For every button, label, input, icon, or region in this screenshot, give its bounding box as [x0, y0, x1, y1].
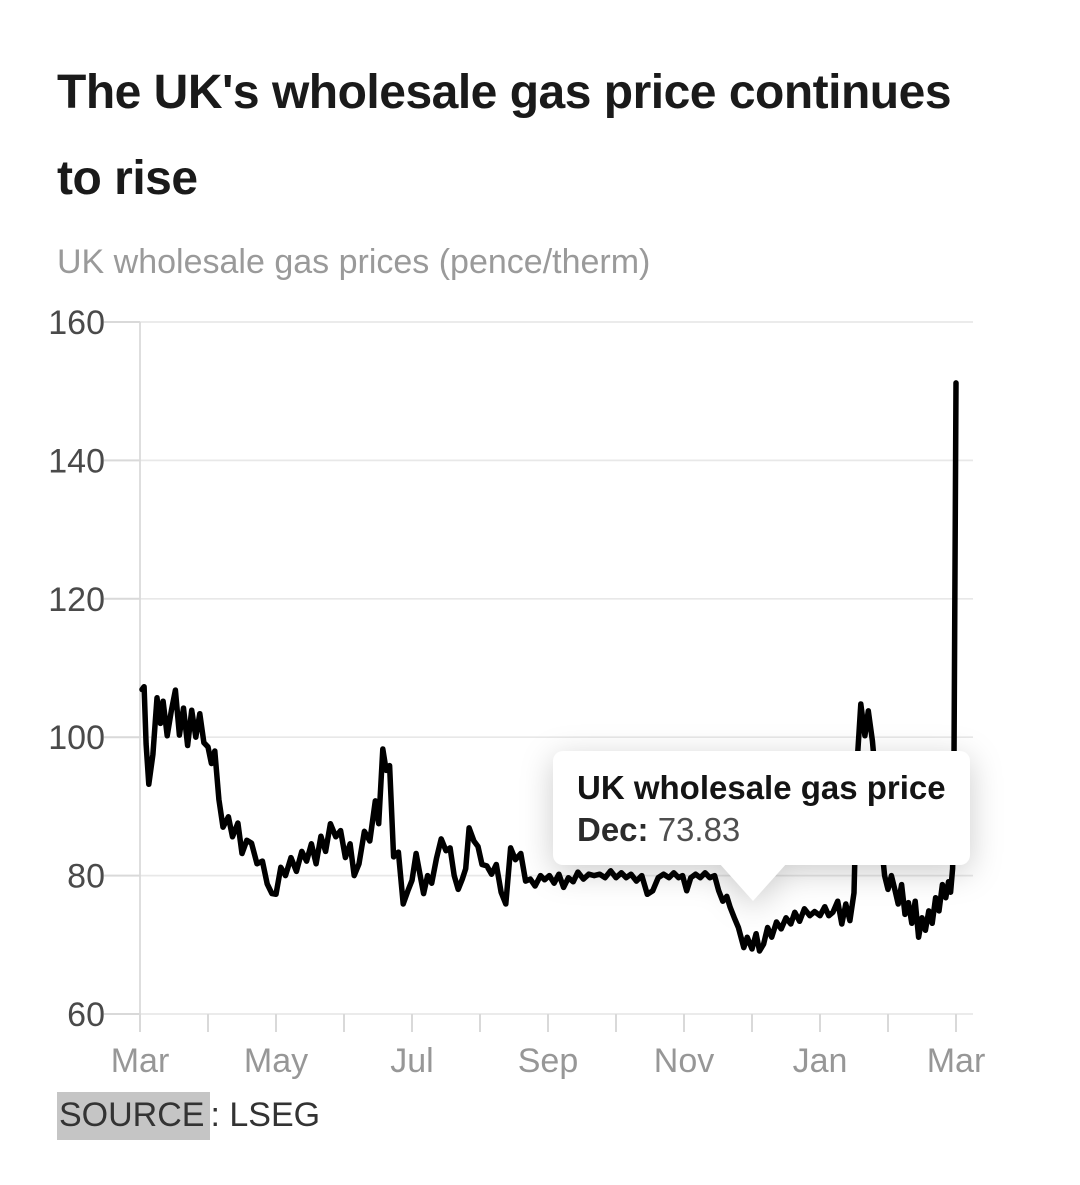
- tooltip-box: UK wholesale gas price Dec: 73.83: [553, 751, 970, 865]
- gas-price-chart[interactable]: 60 80 100 120 140 160 Mar May Jul Sep Nov Jan Mar UK…: [0, 300, 1080, 1090]
- tooltip-month-label: Dec:: [577, 811, 649, 848]
- y-axis-label-80: 80: [67, 858, 105, 896]
- y-axis-label-140: 140: [48, 442, 105, 480]
- chart-subtitle: UK wholesale gas prices (pence/therm): [57, 243, 651, 281]
- y-axis-label-120: 120: [48, 581, 105, 619]
- x-axis-label-1: May: [244, 1042, 308, 1080]
- y-axis-label-60: 60: [67, 996, 105, 1034]
- y-axis-label-100: 100: [48, 719, 105, 757]
- x-axis-label-6: Mar: [927, 1042, 986, 1080]
- source-attribution: SOURCE: LSEG: [57, 1092, 321, 1140]
- x-axis-label-0: Mar: [111, 1042, 170, 1080]
- x-axis-label-4: Nov: [654, 1042, 714, 1080]
- x-axis-label-2: Jul: [390, 1042, 433, 1080]
- tooltip-value-line: Dec: 73.83: [577, 809, 946, 851]
- chart-tooltip: UK wholesale gas price Dec: 73.83: [553, 751, 970, 901]
- source-name: : LSEG: [210, 1096, 321, 1134]
- page-title-line-2: to rise: [57, 152, 198, 205]
- page-title: The UK's wholesale gas price continues t…: [57, 50, 1047, 222]
- source-label: SOURCE: [57, 1092, 211, 1140]
- gas-price-line-chart[interactable]: 60 80 100 120 140 160 Mar May Jul Sep Nov Jan Mar: [0, 300, 1080, 1090]
- tooltip-value: 73.83: [657, 811, 741, 848]
- tooltip-title: UK wholesale gas price: [577, 769, 946, 806]
- x-axis-label-3: Sep: [518, 1042, 579, 1080]
- price-line-series: [139, 380, 959, 954]
- x-axis-label-5: Jan: [793, 1042, 848, 1080]
- y-axis-label-160: 160: [48, 304, 105, 342]
- page-title-line-1: The UK's wholesale gas price continues: [57, 66, 952, 119]
- tooltip-pointer-icon: [719, 863, 787, 901]
